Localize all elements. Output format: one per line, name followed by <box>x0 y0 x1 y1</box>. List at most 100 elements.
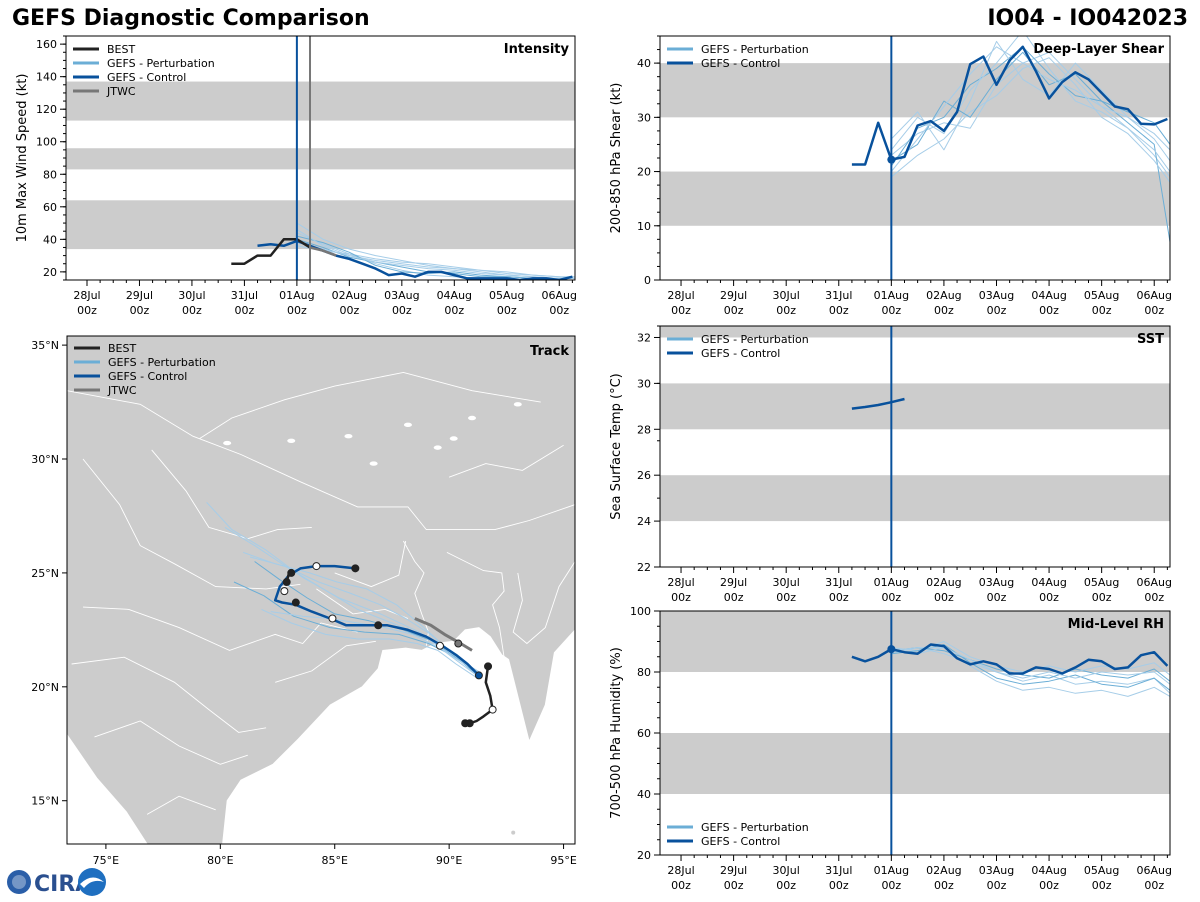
shear-panel: 0 10 20 30 40 28Jul 00z 29Jul 00z 30Jul 00z 31Jul 00… <box>609 35 1172 317</box>
x-tick-label-hour: 00z <box>130 304 150 317</box>
legend-label: GEFS - Perturbation <box>107 57 215 70</box>
border-line <box>71 656 267 733</box>
border-line <box>146 795 216 815</box>
x-tick-label-hour: 00z <box>1039 879 1059 892</box>
y-tick-label: 30 <box>637 377 651 390</box>
y-tick-label: 60 <box>43 201 57 214</box>
y-tick-label: 80 <box>43 168 57 181</box>
x-tick-label-date: 31Jul <box>825 864 852 877</box>
series-line <box>296 232 575 280</box>
x-tick-label-date: 29Jul <box>720 864 747 877</box>
x-tick-label-date: 30Jul <box>773 576 800 589</box>
track-point <box>280 587 289 596</box>
x-tick-label-date: 29Jul <box>720 576 747 589</box>
lat-tick-label: 30°N <box>31 453 59 466</box>
border-line <box>512 561 575 645</box>
x-tick-label-hour: 00z <box>1144 304 1164 317</box>
lat-tick-label: 35°N <box>31 339 59 352</box>
x-tick-label-date: 01Aug <box>279 289 314 302</box>
cira-logo-graphic: CIRA <box>7 868 106 897</box>
series-line <box>891 647 1170 682</box>
series-line <box>890 46 1170 243</box>
x-tick-label-hour: 00z <box>724 591 744 604</box>
category-band <box>660 475 1170 522</box>
x-tick-label-hour: 00z <box>182 304 202 317</box>
x-tick-label-date: 05Aug <box>1084 864 1119 877</box>
lake <box>513 402 522 407</box>
x-tick-label-hour: 00z <box>934 304 954 317</box>
y-tick-label: 140 <box>36 71 57 84</box>
series-line <box>891 647 1170 697</box>
x-tick-label-hour: 00z <box>235 304 255 317</box>
legend-label: JTWC <box>107 384 137 397</box>
lon-tick-label: 85°E <box>322 854 348 867</box>
x-tick-label-date: 06Aug <box>542 289 577 302</box>
x-tick-label-date: 05Aug <box>1084 576 1119 589</box>
lake <box>449 436 458 441</box>
border-line <box>94 720 248 765</box>
series-line <box>296 222 575 279</box>
cira-logo: CIRA <box>4 866 108 898</box>
lake <box>223 440 232 446</box>
track-point <box>328 614 337 623</box>
plot-frame <box>659 325 1171 568</box>
x-tick-label-hour: 00z <box>987 879 1007 892</box>
track-line <box>261 608 477 679</box>
y-axis-label: 200-850 hPa Shear (kt) <box>609 83 624 234</box>
category-band <box>66 200 575 250</box>
sst-panel: 22 24 26 28 30 32 28Jul 00z 29Jul 00z 30Jul 00z 31Ju… <box>609 325 1172 604</box>
category-band <box>660 733 1170 794</box>
x-tick-label-hour: 00z <box>77 304 97 317</box>
border-line <box>82 606 358 651</box>
x-tick-label-hour: 00z <box>776 591 796 604</box>
x-tick-label-hour: 00z <box>934 591 954 604</box>
x-tick-label-date: 31Jul <box>825 289 852 302</box>
x-tick-label-hour: 00z <box>1144 591 1164 604</box>
map-layer <box>67 336 575 844</box>
x-tick-label-date: 28Jul <box>667 289 694 302</box>
x-tick-label-date: 03Aug <box>979 576 1014 589</box>
x-tick-label-hour: 00z <box>1092 304 1112 317</box>
track-point <box>474 671 483 680</box>
x-tick-label-date: 01Aug <box>874 576 909 589</box>
y-tick-label: 100 <box>36 136 57 149</box>
x-tick-label-hour: 00z <box>392 304 412 317</box>
lake <box>403 422 412 428</box>
x-tick-label-hour: 00z <box>987 304 1007 317</box>
x-tick-label-date: 06Aug <box>1136 864 1171 877</box>
legend-label: GEFS - Control <box>701 57 780 70</box>
x-tick-label-hour: 00z <box>1039 591 1059 604</box>
y-tick-label: 24 <box>637 515 651 528</box>
series-line <box>891 647 1170 694</box>
x-tick-label-date: 30Jul <box>773 289 800 302</box>
panel-title: Track <box>530 344 569 359</box>
track-point <box>488 705 497 714</box>
intensity-panel: 20 40 60 80 100 120 140 160 28Jul 00z 29Jul 00z 30Ju… <box>15 35 577 317</box>
border-line <box>67 390 575 531</box>
series-line <box>851 397 905 410</box>
x-tick-label-hour: 00z <box>444 304 464 317</box>
legend-label: GEFS - Perturbation <box>108 356 216 369</box>
x-tick-label-date: 01Aug <box>874 864 909 877</box>
lake <box>287 438 296 443</box>
lon-tick-label: 90°E <box>436 854 462 867</box>
map-frame <box>66 335 576 845</box>
y-tick-label: 10 <box>637 220 651 233</box>
border-line <box>275 640 376 683</box>
x-tick-label-date: 04Aug <box>437 289 472 302</box>
x-tick-label-hour: 00z <box>287 304 307 317</box>
track-point <box>374 621 383 630</box>
x-tick-label-hour: 00z <box>497 304 517 317</box>
y-tick-label: 26 <box>637 469 651 482</box>
y-tick-label: 28 <box>637 423 651 436</box>
x-tick-label-hour: 00z <box>1092 879 1112 892</box>
lat-tick-label: 25°N <box>31 567 59 580</box>
y-tick-label: 20 <box>637 166 651 179</box>
track-point <box>282 578 291 587</box>
x-tick-label-date: 06Aug <box>1136 289 1171 302</box>
y-tick-label: 60 <box>637 727 651 740</box>
